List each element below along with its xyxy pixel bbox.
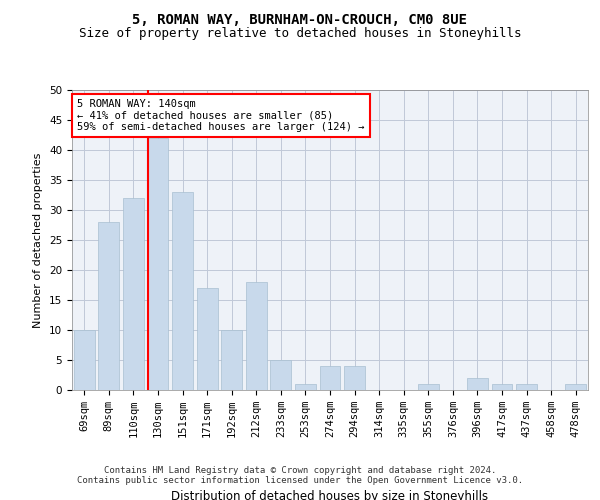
Bar: [172, 192, 193, 390]
Bar: [148, 138, 169, 390]
Text: 5 ROMAN WAY: 140sqm
← 41% of detached houses are smaller (85)
59% of semi-detach: 5 ROMAN WAY: 140sqm ← 41% of detached ho…: [77, 99, 365, 132]
Bar: [418, 384, 439, 390]
Bar: [516, 384, 537, 390]
Bar: [74, 330, 95, 390]
Bar: [221, 330, 242, 390]
X-axis label: Distribution of detached houses by size in Stoneyhills: Distribution of detached houses by size …: [172, 490, 488, 500]
Bar: [295, 384, 316, 390]
Y-axis label: Number of detached properties: Number of detached properties: [34, 152, 43, 328]
Bar: [344, 366, 365, 390]
Bar: [320, 366, 340, 390]
Bar: [271, 360, 292, 390]
Bar: [246, 282, 267, 390]
Text: Size of property relative to detached houses in Stoneyhills: Size of property relative to detached ho…: [79, 28, 521, 40]
Bar: [98, 222, 119, 390]
Bar: [467, 378, 488, 390]
Text: 5, ROMAN WAY, BURNHAM-ON-CROUCH, CM0 8UE: 5, ROMAN WAY, BURNHAM-ON-CROUCH, CM0 8UE: [133, 12, 467, 26]
Text: Contains HM Land Registry data © Crown copyright and database right 2024.
Contai: Contains HM Land Registry data © Crown c…: [77, 466, 523, 485]
Bar: [197, 288, 218, 390]
Bar: [565, 384, 586, 390]
Bar: [491, 384, 512, 390]
Bar: [123, 198, 144, 390]
